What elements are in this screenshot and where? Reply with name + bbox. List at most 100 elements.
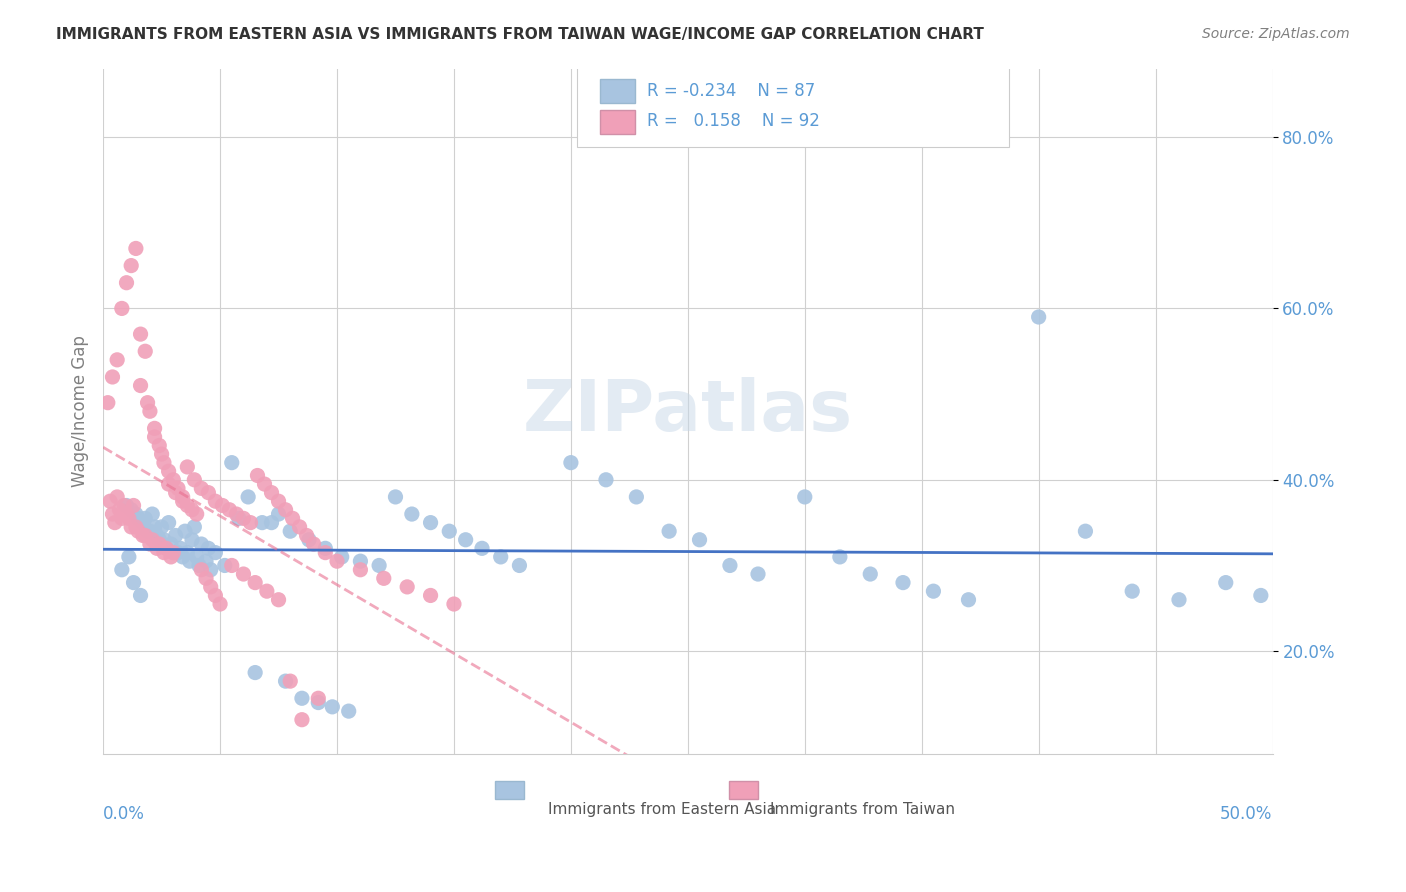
Point <box>120 259 142 273</box>
Point <box>859 567 882 582</box>
Point <box>104 516 127 530</box>
Point <box>439 524 461 539</box>
Point <box>384 490 406 504</box>
Point <box>1250 589 1272 603</box>
Point <box>176 499 198 513</box>
Point <box>125 520 148 534</box>
Point <box>295 528 318 542</box>
Point <box>108 502 131 516</box>
Point <box>373 571 395 585</box>
Point <box>146 541 169 556</box>
Point <box>183 473 205 487</box>
Point <box>101 370 124 384</box>
Point <box>179 554 201 568</box>
Point <box>150 447 173 461</box>
Point <box>148 537 170 551</box>
Text: Immigrants from Taiwan: Immigrants from Taiwan <box>769 802 955 817</box>
Point <box>186 507 208 521</box>
Point <box>278 524 301 539</box>
Point <box>162 473 184 487</box>
Point <box>190 481 212 495</box>
Point <box>221 558 243 573</box>
Text: IMMIGRANTS FROM EASTERN ASIA VS IMMIGRANTS FROM TAIWAN WAGE/INCOME GAP CORRELATI: IMMIGRANTS FROM EASTERN ASIA VS IMMIGRAN… <box>56 27 984 42</box>
Point <box>162 546 184 560</box>
Point <box>136 395 159 409</box>
Point <box>302 537 325 551</box>
Point <box>143 520 166 534</box>
Text: 0.0%: 0.0% <box>103 805 145 823</box>
Point <box>307 696 329 710</box>
Point <box>396 580 419 594</box>
Point <box>172 494 194 508</box>
Point <box>118 511 141 525</box>
Point <box>1215 575 1237 590</box>
Point <box>155 541 177 556</box>
Point <box>174 524 197 539</box>
Point <box>111 511 134 525</box>
Point <box>250 516 273 530</box>
Point <box>204 494 226 508</box>
Point <box>595 473 617 487</box>
Point <box>281 511 304 525</box>
FancyBboxPatch shape <box>728 781 758 798</box>
Point <box>188 558 211 573</box>
Point <box>139 524 162 539</box>
Point <box>197 485 219 500</box>
Point <box>143 430 166 444</box>
Point <box>291 713 314 727</box>
Point <box>157 477 180 491</box>
Point <box>204 589 226 603</box>
Point <box>1074 524 1097 539</box>
Point <box>454 533 477 547</box>
Point <box>214 558 236 573</box>
Point <box>221 456 243 470</box>
FancyBboxPatch shape <box>576 65 1010 147</box>
Point <box>267 494 290 508</box>
Point <box>141 533 163 547</box>
FancyBboxPatch shape <box>600 110 636 134</box>
Point <box>120 520 142 534</box>
Point <box>489 549 512 564</box>
Point <box>183 520 205 534</box>
Point <box>129 589 152 603</box>
Point <box>211 499 233 513</box>
Point <box>401 507 423 521</box>
Point <box>167 481 190 495</box>
Point <box>330 549 353 564</box>
Point <box>148 438 170 452</box>
Point <box>314 541 336 556</box>
Point <box>146 528 169 542</box>
Point <box>157 516 180 530</box>
Point <box>1121 584 1143 599</box>
Point <box>153 456 176 470</box>
Point <box>228 511 250 525</box>
Point <box>957 592 980 607</box>
Point <box>111 301 134 316</box>
Point <box>134 511 156 525</box>
Point <box>134 528 156 542</box>
Point <box>658 524 681 539</box>
Point <box>141 507 163 521</box>
Point <box>307 691 329 706</box>
Point <box>349 554 371 568</box>
FancyBboxPatch shape <box>600 78 636 103</box>
Point <box>321 699 343 714</box>
Point <box>922 584 945 599</box>
Point <box>689 533 711 547</box>
Point <box>176 459 198 474</box>
Point <box>274 674 297 689</box>
Point <box>160 537 183 551</box>
Point <box>243 575 266 590</box>
Point <box>115 507 138 521</box>
Point <box>747 567 769 582</box>
FancyBboxPatch shape <box>495 781 524 798</box>
Point <box>288 520 311 534</box>
Point <box>197 541 219 556</box>
Point <box>139 537 162 551</box>
Point <box>125 507 148 521</box>
Point <box>195 554 218 568</box>
Point <box>162 546 184 560</box>
Point <box>239 516 262 530</box>
Text: ZIPatlas: ZIPatlas <box>523 376 853 446</box>
Point <box>132 528 155 542</box>
